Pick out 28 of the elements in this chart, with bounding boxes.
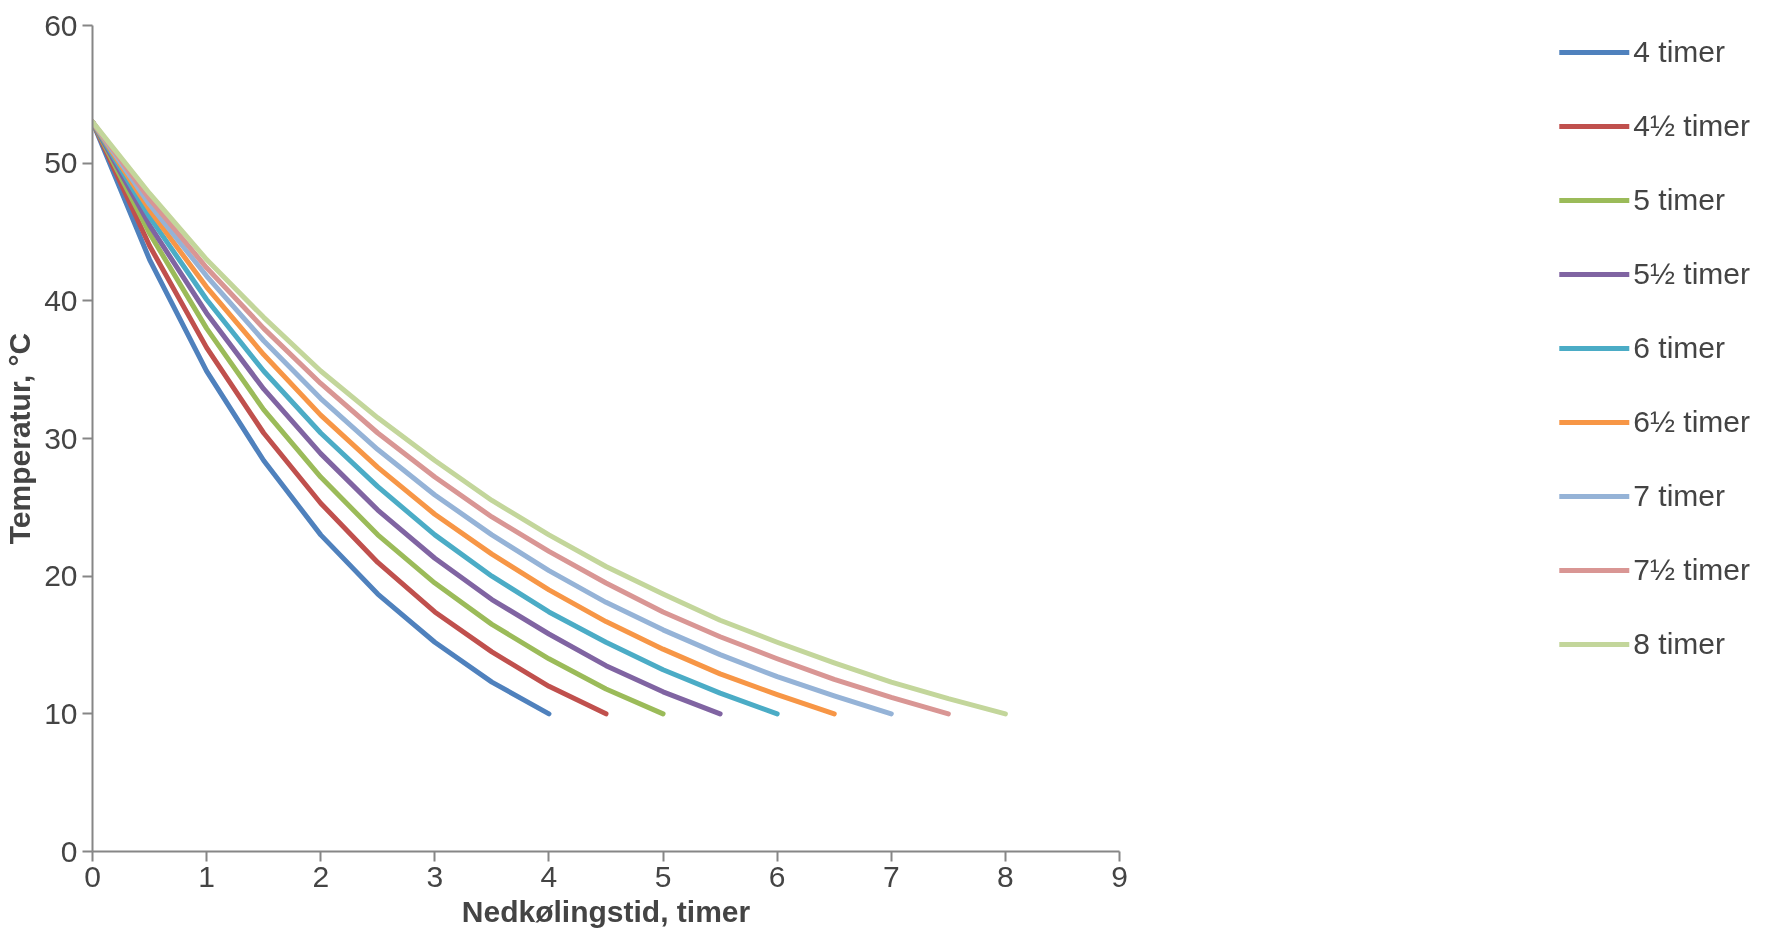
x-tick-label: 3	[426, 859, 444, 893]
legend-label: 7½ timer	[1633, 553, 1750, 587]
legend-label: 8 timer	[1633, 627, 1725, 661]
legend-label: 5 timer	[1633, 183, 1725, 217]
y-tick-label: 30	[44, 421, 78, 455]
x-tick-label: 0	[84, 859, 101, 893]
legend-label: 4 timer	[1633, 35, 1725, 69]
x-tick-label: 8	[997, 859, 1014, 893]
y-axis-title: Temperatur, °C	[3, 332, 37, 545]
y-tick-label: 20	[44, 559, 78, 593]
legend-label: 5½ timer	[1633, 257, 1750, 291]
x-tick-label: 4	[540, 859, 558, 893]
y-tick-label: 50	[44, 146, 78, 180]
y-tick-label: 60	[44, 8, 78, 42]
y-tick-label: 40	[44, 283, 78, 317]
y-tick-label: 0	[60, 834, 78, 868]
x-tick-label: 1	[198, 859, 215, 893]
y-tick-label: 10	[44, 696, 78, 730]
legend-label: 7 timer	[1633, 479, 1725, 513]
x-tick-label: 5	[654, 859, 672, 893]
x-tick-label: 7	[882, 859, 900, 893]
x-axis-title: Nedkølingstid, timer	[461, 894, 751, 928]
legend-label: 4½ timer	[1633, 109, 1750, 143]
legend-label: 6 timer	[1633, 331, 1725, 365]
x-tick-label: 9	[1111, 859, 1128, 893]
x-tick-label: 6	[768, 859, 786, 893]
x-tick-label: 2	[312, 859, 330, 893]
legend-label: 6½ timer	[1633, 405, 1750, 439]
